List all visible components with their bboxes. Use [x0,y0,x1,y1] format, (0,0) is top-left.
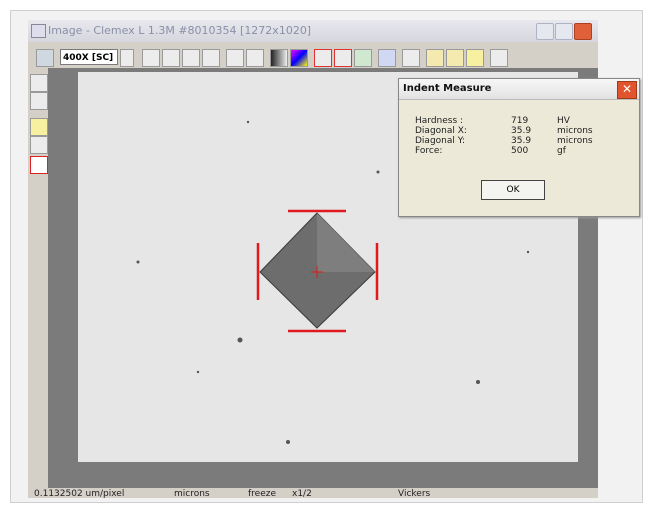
scale-text: 0.1132502 um/pixel [34,489,124,498]
measure-button[interactable] [334,49,352,67]
window-icon [31,24,46,38]
ratio-text: x1/2 [292,489,312,498]
gray-button[interactable] [270,49,288,67]
row-unit: microns [557,126,593,136]
sort-button[interactable] [402,49,420,67]
target-button[interactable] [314,49,332,67]
save-button[interactable] [490,49,508,67]
tool-strip [30,74,48,474]
row-label: Force: [415,146,442,156]
dropdown-button[interactable] [120,49,134,67]
dialog-title-bar: Indent Measure ✕ [399,79,639,100]
region-tool[interactable] [30,92,48,110]
row-label: Diagonal X: [415,126,467,136]
close-button[interactable] [574,23,592,40]
pencil-tool[interactable] [30,118,48,136]
status-bar: 0.1132502 um/pixel microns freeze x1/2 V… [28,488,598,498]
eraser-tool[interactable] [30,136,48,154]
light-button[interactable] [246,49,264,67]
dialog-title: Indent Measure [403,83,491,94]
window-title: Image - Clemex L 1.3M #8010354 [1272x102… [48,24,311,37]
row-value: 35.9 [511,126,531,136]
row-label: Diagonal Y: [415,136,465,146]
select-tool[interactable] [30,74,48,92]
cross-button[interactable] [354,49,372,67]
zoom-select[interactable]: 400X [SC] [60,49,118,65]
row-value: 35.9 [511,136,531,146]
zoom-reset[interactable] [182,49,200,67]
row-unit: gf [557,146,566,156]
fit-button[interactable] [202,49,220,67]
row-value: 500 [511,146,528,156]
title-bar: Image - Clemex L 1.3M #8010354 [1272x102… [28,20,598,42]
pencil-button[interactable] [466,49,484,67]
zoom-out[interactable] [162,49,180,67]
tool-a[interactable] [426,49,444,67]
minimize-button[interactable] [536,23,554,40]
indent-dialog: Indent Measure ✕ Hardness : 719 HV Diagonal… [398,78,640,217]
maximize-button[interactable] [555,23,573,40]
row-label: Hardness : [415,116,463,126]
ok-button[interactable]: OK [481,180,545,200]
row-unit: HV [557,116,570,126]
camera-button[interactable] [36,49,54,67]
point-button[interactable] [378,49,396,67]
tool-b[interactable] [446,49,464,67]
row-unit: microns [557,136,593,146]
row-value: 719 [511,116,528,126]
freeze-text: freeze [248,489,276,498]
frame-button[interactable] [226,49,244,67]
units-text: microns [174,489,210,498]
delete-tool[interactable] [30,156,48,174]
zoom-in[interactable] [142,49,160,67]
method-text: Vickers [398,489,430,498]
page: Image - Clemex L 1.3M #8010354 [1272x102… [0,0,653,513]
color-button[interactable] [290,49,308,67]
dialog-close[interactable]: ✕ [617,81,637,99]
